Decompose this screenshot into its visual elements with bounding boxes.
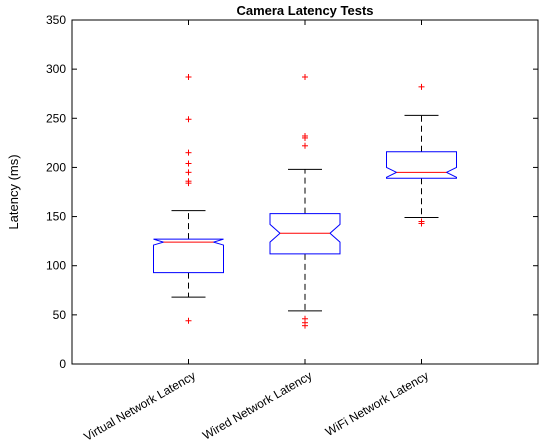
outlier-point <box>185 74 192 81</box>
outlier-point <box>185 169 192 176</box>
y-axis-label: Latency (ms) <box>6 154 21 229</box>
outlier-point <box>185 178 192 185</box>
y-tick-label: 0 <box>59 357 66 371</box>
notched-box <box>386 151 457 179</box>
y-tick-label: 200 <box>46 160 66 174</box>
category-label: Wired Network Latency <box>200 368 314 442</box>
box-group-3 <box>386 83 457 227</box>
y-tick-label: 150 <box>46 210 66 224</box>
notched-box <box>269 213 341 255</box>
outlier-point <box>418 83 425 90</box>
y-tick-label: 50 <box>53 308 67 322</box>
chart-title: Camera Latency Tests <box>236 3 373 18</box>
y-tick-label: 300 <box>46 62 66 76</box>
outlier-point <box>418 218 425 225</box>
y-tick-label: 100 <box>46 259 66 273</box>
outlier-point <box>302 132 308 139</box>
plot-marks <box>153 74 457 329</box>
outlier-point <box>185 149 192 156</box>
notched-box <box>153 238 224 274</box>
outlier-point <box>302 74 308 81</box>
y-tick-label: 350 <box>46 13 66 27</box>
chart-text: Camera Latency Tests Latency (ms) Virtua… <box>6 3 431 442</box>
outlier-point <box>302 315 308 322</box>
outlier-point <box>185 160 192 167</box>
axes <box>71 19 539 365</box>
category-label: Virtual Network Latency <box>81 368 198 442</box>
outlier-point <box>302 142 308 149</box>
y-tick-label: 250 <box>46 111 66 125</box>
outlier-point <box>185 116 192 123</box>
outlier-point <box>185 317 192 324</box>
box-group-1 <box>153 74 224 324</box>
category-label: WiFi Network Latency <box>323 368 431 438</box>
box-group-2 <box>269 74 341 329</box>
